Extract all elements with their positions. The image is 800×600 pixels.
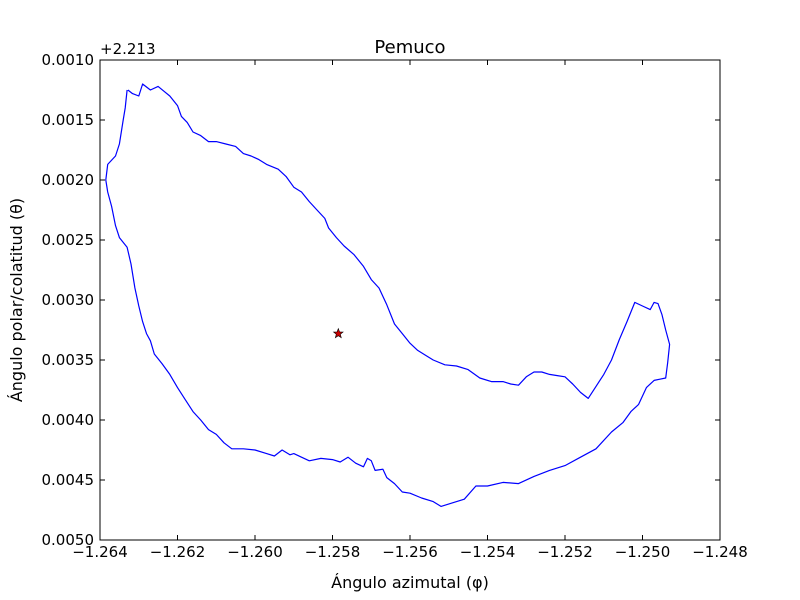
x-tick-label: −1.262 [150, 543, 206, 561]
x-tick-label: −1.250 [615, 543, 671, 561]
chart-title: Pemuco [374, 37, 445, 58]
x-tick-label: −1.260 [227, 543, 283, 561]
y-tick-label: 0.0045 [42, 471, 95, 489]
x-tick-label: −1.264 [72, 543, 128, 561]
y-tick-label: 0.0025 [42, 231, 95, 249]
series-line [105, 83, 671, 507]
y-tick-label: 0.0050 [42, 531, 95, 549]
y-tick-label: 0.0030 [42, 291, 95, 309]
x-tick-label: −1.248 [692, 543, 748, 561]
y-tick-label: 0.0010 [42, 51, 95, 69]
y-axis-offset-label: +2.213 [100, 40, 156, 58]
center-star-marker [332, 327, 344, 339]
y-tick-label: 0.0015 [42, 111, 95, 129]
plot-area [105, 83, 671, 507]
x-tick-label: −1.254 [460, 543, 516, 561]
x-tick-label: −1.252 [537, 543, 593, 561]
y-tick-label: 0.0040 [42, 411, 95, 429]
x-tick-label: −1.256 [382, 543, 438, 561]
x-axis: −1.264 −1.262 −1.260 −1.258 −1.256 −1.254 −1.2… [72, 60, 748, 561]
x-axis-label: Ángulo azimutal (φ) [331, 573, 489, 592]
x-tick-label: −1.258 [305, 543, 361, 561]
y-axis: 0.0010 0.0015 0.0020 0.0025 0.0030 0.0035 0.00… [42, 51, 720, 549]
y-tick-label: 0.0035 [42, 351, 95, 369]
y-axis-label: Ángulo polar/colatitud (θ) [7, 198, 26, 402]
y-tick-label: 0.0020 [42, 171, 95, 189]
